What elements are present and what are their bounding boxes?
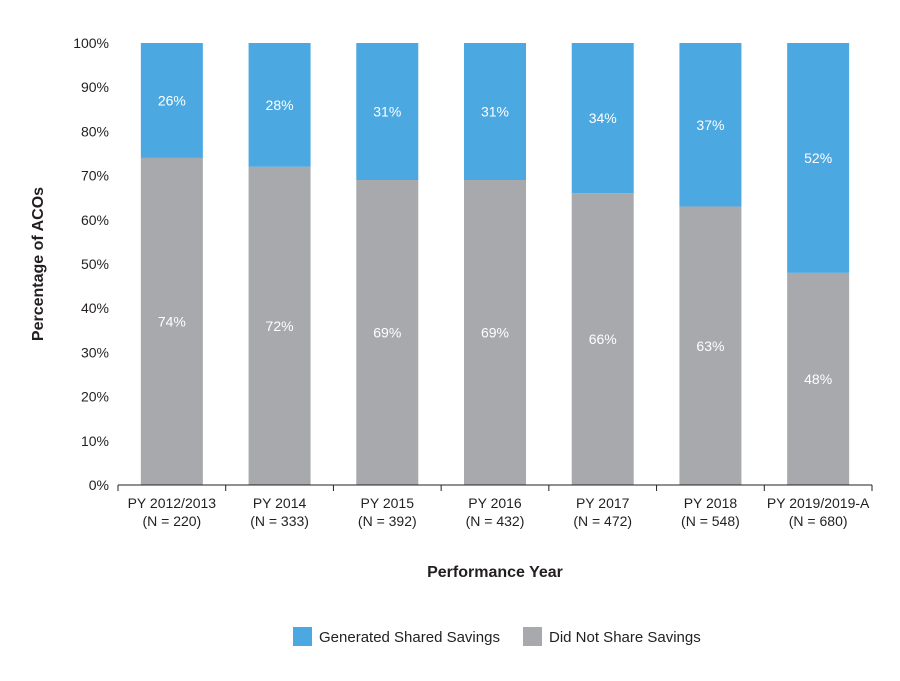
y-tick-label: 10% — [81, 433, 109, 449]
bar-value-label: 69% — [481, 325, 509, 341]
legend-label: Did Not Share Savings — [549, 629, 701, 646]
bar-segment — [464, 43, 526, 181]
bar-segment — [356, 180, 419, 485]
bar-segment — [787, 272, 850, 485]
bar-segment — [464, 180, 526, 485]
y-tick-label: 40% — [81, 300, 109, 316]
bar-segment — [679, 43, 742, 207]
bar-segment — [140, 157, 203, 486]
x-category-label: PY 2012/2013 — [128, 495, 217, 511]
bar-segment — [571, 193, 634, 485]
bar-value-label: 26% — [158, 92, 186, 108]
bar-value-label: 52% — [804, 150, 832, 166]
bars — [140, 43, 850, 486]
x-category-sublabel: (N = 392) — [358, 513, 417, 529]
x-category-label: PY 2014 — [253, 495, 307, 511]
x-category-label: PY 2019/2019-A — [767, 495, 870, 511]
bar-value-label: 48% — [804, 371, 832, 387]
y-tick-label: 0% — [89, 477, 109, 493]
x-category-sublabel: (N = 472) — [573, 513, 632, 529]
x-category-sublabel: (N = 220) — [142, 513, 201, 529]
x-axis-title: Performance Year — [427, 564, 563, 581]
bar-value-label: 34% — [589, 110, 617, 126]
bar-value-label: 31% — [373, 104, 401, 120]
legend-swatch — [293, 627, 312, 646]
legend: Generated Shared Savings Did Not Share Sa… — [293, 627, 701, 646]
y-tick-label: 100% — [73, 35, 109, 51]
y-tick-label: 60% — [81, 212, 109, 228]
x-category-sublabel: (N = 432) — [466, 513, 525, 529]
y-tick-label: 90% — [81, 79, 109, 95]
bar-segment — [787, 43, 850, 273]
bar-value-label: 37% — [696, 117, 724, 133]
x-category-sublabel: (N = 548) — [681, 513, 740, 529]
y-axis-ticks: 0% 10% 20% 30% 40% 50% 60% 70% 80% 90% 100% — [73, 35, 109, 493]
bar-segment — [140, 43, 203, 158]
bar-segment — [248, 166, 311, 485]
bar-value-label: 28% — [266, 97, 294, 113]
y-tick-label: 20% — [81, 389, 109, 405]
bar-segment — [571, 43, 634, 194]
bar-value-label: 69% — [373, 325, 401, 341]
bar-value-label: 74% — [158, 313, 186, 329]
y-tick-label: 70% — [81, 168, 109, 184]
x-category-label: PY 2016 — [468, 495, 522, 511]
legend-label: Generated Shared Savings — [319, 629, 500, 646]
y-axis-title: Percentage of ACOs — [30, 187, 47, 341]
x-axis-category-labels: PY 2012/2013 (N = 220) PY 2014 (N = 333) PY … — [117, 485, 873, 529]
y-tick-label: 80% — [81, 123, 109, 139]
y-tick-label: 50% — [81, 256, 109, 272]
bar-value-label: 31% — [481, 104, 509, 120]
bar-value-label: 66% — [589, 331, 617, 347]
legend-swatch — [523, 627, 542, 646]
bar-value-label: 72% — [266, 318, 294, 334]
bar-segment — [679, 206, 742, 486]
bar-value-labels: 74% 26% 72% 28% 69% 31% 69% 31% 66% 34% 63% 37% 48% 5… — [158, 92, 832, 386]
bar-segment — [248, 43, 311, 167]
x-category-label: PY 2015 — [361, 495, 415, 511]
bar-value-label: 63% — [696, 338, 724, 354]
x-category-sublabel: (N = 680) — [789, 513, 848, 529]
bar-segment — [356, 43, 419, 181]
y-tick-label: 30% — [81, 344, 109, 360]
x-category-label: PY 2018 — [684, 495, 738, 511]
x-category-sublabel: (N = 333) — [250, 513, 309, 529]
x-category-label: PY 2017 — [576, 495, 630, 511]
